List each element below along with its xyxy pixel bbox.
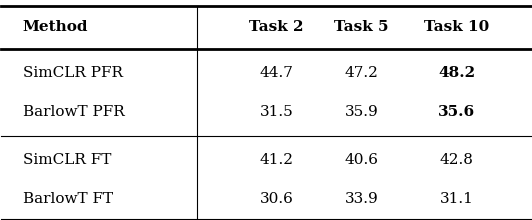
Text: Method: Method xyxy=(22,20,88,35)
Text: 33.9: 33.9 xyxy=(344,192,378,206)
Text: 35.6: 35.6 xyxy=(438,105,475,119)
Text: BarlowT FT: BarlowT FT xyxy=(22,192,113,206)
Text: 30.6: 30.6 xyxy=(260,192,294,206)
Text: 42.8: 42.8 xyxy=(439,153,473,167)
Text: SimCLR PFR: SimCLR PFR xyxy=(22,66,122,80)
Text: 48.2: 48.2 xyxy=(438,66,475,80)
Text: BarlowT PFR: BarlowT PFR xyxy=(22,105,124,119)
Text: 31.1: 31.1 xyxy=(439,192,473,206)
Text: Task 10: Task 10 xyxy=(424,20,489,35)
Text: Task 5: Task 5 xyxy=(334,20,388,35)
Text: 31.5: 31.5 xyxy=(260,105,294,119)
Text: 47.2: 47.2 xyxy=(344,66,378,80)
Text: 35.9: 35.9 xyxy=(344,105,378,119)
Text: 40.6: 40.6 xyxy=(344,153,378,167)
Text: Task 2: Task 2 xyxy=(250,20,304,35)
Text: SimCLR FT: SimCLR FT xyxy=(22,153,111,167)
Text: 41.2: 41.2 xyxy=(260,153,294,167)
Text: 44.7: 44.7 xyxy=(260,66,294,80)
